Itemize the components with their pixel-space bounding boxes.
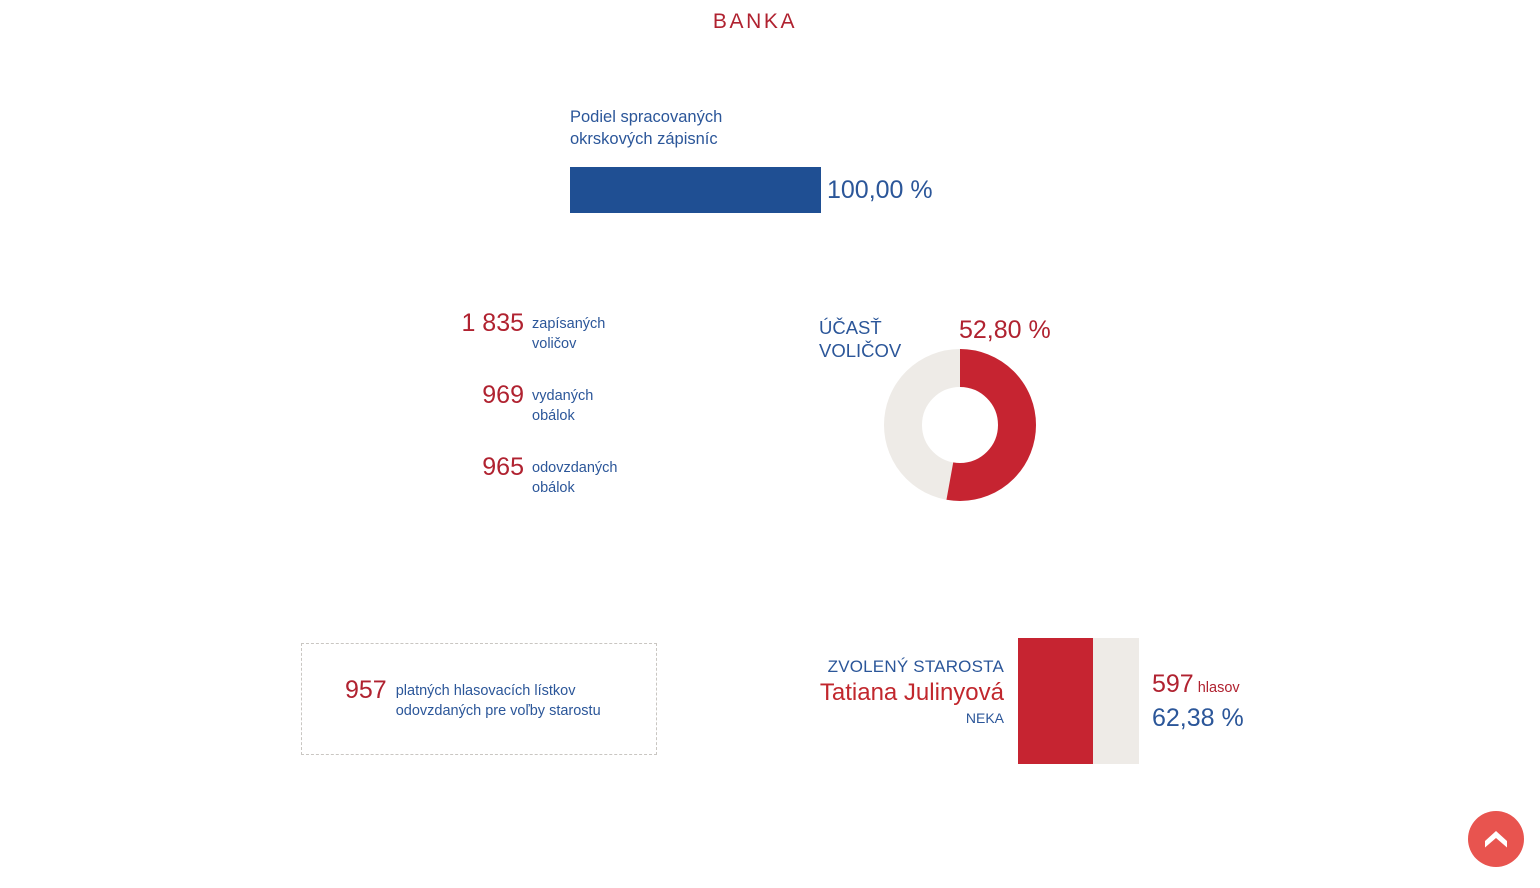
voter-statistics-list: 1 835 zapísaných voličov 969 vydaných ob… (300, 310, 660, 498)
voter-turnout-caption-line1: ÚČASŤ (819, 317, 882, 338)
processed-records-label-line1: Podiel spracovaných (570, 108, 723, 126)
elected-mayor-votes-unit: hlasov (1197, 680, 1240, 696)
processed-records-bar-track (570, 167, 821, 213)
processed-records-percent: 100,00 % (827, 175, 933, 204)
chevron-up-icon (1485, 831, 1507, 848)
stat-label-line1: zapísaných (532, 316, 606, 332)
elected-mayor-caption: ZVOLENÝ STAROSTA (827, 657, 1004, 676)
voter-turnout-percent: 52,80 % (959, 316, 1051, 344)
voter-turnout-block: ÚČASŤ VOLIČOV 52,80 % (795, 310, 1095, 530)
processed-records-bar-row: 100,00 % (570, 167, 990, 213)
valid-ballots-label: platných hlasovacích lístkov odovzdaných… (396, 677, 601, 721)
processed-records-label: Podiel spracovaných okrskových zápisníc (570, 106, 800, 150)
elected-mayor-party: NEKA (965, 710, 1004, 726)
stat-label-line2: voličov (532, 336, 577, 352)
list-item: 965 odovzdaných obálok (300, 454, 660, 498)
voter-turnout-donut-chart (884, 349, 1036, 501)
processed-records-bar-fill (570, 167, 821, 213)
processed-records-block: Podiel spracovaných okrskových zápisníc … (570, 106, 990, 213)
elected-mayor-name: Tatiana Julinyová (819, 679, 1004, 706)
stat-label-line1: vydaných (532, 388, 594, 404)
list-item: 1 835 zapísaných voličov (300, 310, 660, 354)
elected-mayor-block: ZVOLENÝ STAROSTA Tatiana Julinyová NEKA … (760, 638, 1280, 764)
stat-value: 1 835 (461, 309, 524, 337)
stat-label-line2: obálok (532, 408, 575, 424)
scroll-to-top-button[interactable] (1468, 811, 1524, 867)
elected-mayor-percent: 62,38 % (1152, 704, 1244, 732)
donut-svg (884, 349, 1036, 501)
valid-ballots-label-line2: odovzdaných pre voľby starostu (395, 703, 601, 719)
valid-ballots-box: 957 platných hlasovacích lístkov odovzda… (301, 643, 657, 755)
page-title: BANKA (712, 10, 798, 33)
elected-mayor-numbers: 597 hlasov 62,38 % (1139, 638, 1244, 733)
stat-label-line2: obálok (532, 480, 575, 496)
valid-ballots-label-line1: platných hlasovacích lístkov (395, 683, 576, 699)
donut-turnout-segment (884, 349, 1036, 501)
valid-ballots-inner: 957 platných hlasovacích lístkov odovzda… (302, 677, 601, 721)
elected-mayor-bar-fill (1018, 638, 1094, 764)
voter-turnout-caption-line2: VOLIČOV (819, 340, 902, 361)
stat-label: vydaných obálok (532, 382, 593, 426)
stat-value: 965 (482, 453, 524, 481)
stat-label-line1: odovzdaných (532, 460, 618, 476)
elected-mayor-votes-line: 597 hlasov (1152, 670, 1244, 703)
stat-value: 969 (482, 381, 524, 409)
elected-mayor-text: ZVOLENÝ STAROSTA Tatiana Julinyová NEKA (760, 638, 1018, 728)
elected-mayor-votes: 597 (1152, 670, 1194, 698)
stat-label: odovzdaných obálok (532, 454, 617, 498)
processed-records-label-line2: okrskových zápisníc (570, 130, 718, 148)
valid-ballots-value: 957 (345, 676, 387, 704)
list-item: 969 vydaných obálok (300, 382, 660, 426)
voter-turnout-caption: ÚČASŤ VOLIČOV (819, 316, 939, 362)
stat-label: zapísaných voličov (532, 310, 605, 354)
elected-mayor-bar-track (1018, 638, 1139, 764)
